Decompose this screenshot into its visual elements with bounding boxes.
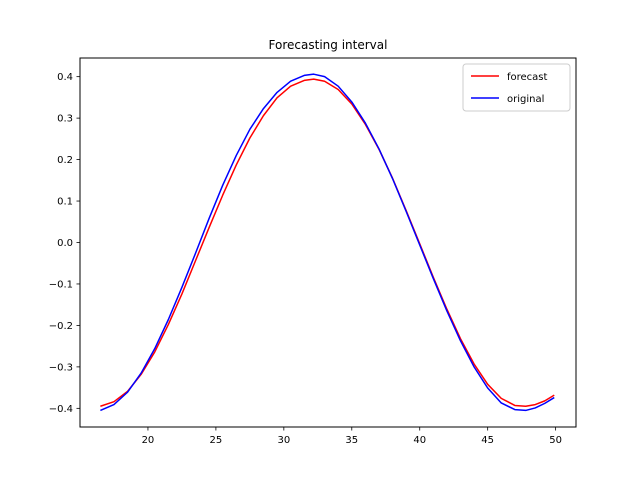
x-tick-label: 50 xyxy=(549,435,562,446)
x-tick-label: 45 xyxy=(481,435,494,446)
x-axis: 20 25 30 35 40 45 50 xyxy=(142,427,562,446)
y-tick-label: −0.1 xyxy=(49,279,73,290)
legend-label-original: original xyxy=(507,94,544,105)
y-tick-label: 0.3 xyxy=(57,114,73,125)
y-tick-label: −0.3 xyxy=(49,362,73,373)
series-line-forecast xyxy=(100,78,555,408)
series-line-original xyxy=(100,73,555,412)
y-tick-label: 0.1 xyxy=(57,197,73,208)
x-tick-label: 30 xyxy=(277,435,290,446)
x-tick-label: 40 xyxy=(413,435,426,446)
legend-label-forecast: forecast xyxy=(507,72,548,83)
plot-lines xyxy=(100,73,555,412)
y-axis: −0.4 −0.3 −0.2 −0.1 0.0 0.1 0.2 0.3 0.4 xyxy=(49,72,80,415)
legend: forecast original xyxy=(462,63,571,112)
x-tick-label: 25 xyxy=(210,435,223,446)
chart-title: Forecasting interval xyxy=(269,38,388,52)
y-tick-label: −0.4 xyxy=(49,404,73,415)
plot-frame xyxy=(79,57,577,428)
x-tick-label: 35 xyxy=(345,435,358,446)
y-tick-label: −0.2 xyxy=(49,321,73,332)
y-tick-label: 0.2 xyxy=(57,155,73,166)
y-tick-label: 0.4 xyxy=(57,72,73,83)
x-tick-label: 20 xyxy=(142,435,155,446)
y-tick-label: 0.0 xyxy=(57,238,73,249)
